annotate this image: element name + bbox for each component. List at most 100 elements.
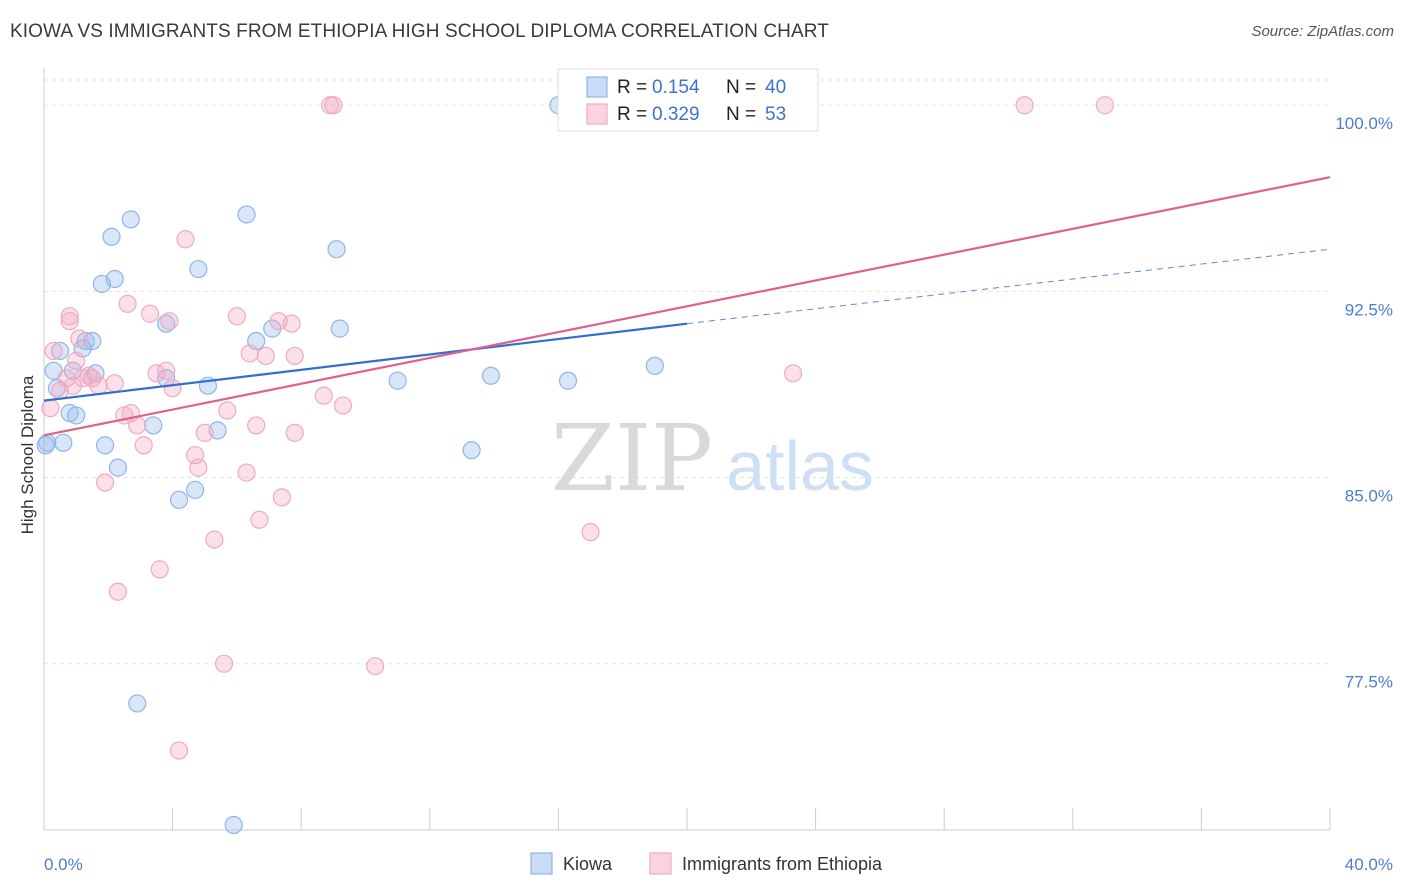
kiowa-point <box>102 227 121 246</box>
ethiopia-point <box>60 312 79 331</box>
y-tick-label: 77.5% <box>1345 673 1393 692</box>
ethiopia-point <box>195 423 214 442</box>
kiowa-point <box>67 406 86 425</box>
bottom-legend-kiowa: Kiowa <box>563 854 613 874</box>
ethiopia-point <box>1015 96 1034 115</box>
ethiopia-point <box>237 463 256 482</box>
bottom-legend-swatch-kiowa <box>530 852 553 875</box>
ethiopia-point <box>333 396 353 415</box>
kiowa-point <box>144 416 163 435</box>
y-tick-label: 92.5% <box>1345 300 1393 319</box>
ethiopia-point <box>79 366 99 385</box>
ethiopia-point <box>128 416 147 435</box>
axes <box>43 68 1331 831</box>
kiowa-point <box>121 210 140 229</box>
ethiopia-point <box>63 376 83 395</box>
ethiopia-point <box>118 294 137 313</box>
legend-r-kiowa: 0.154 <box>652 77 700 98</box>
ethiopia-point <box>282 314 301 333</box>
kiowa-point <box>263 319 282 338</box>
tick-labels: 77.5% 85.0% 92.5% 100.0% 0.0% 40.0% <box>44 114 1393 874</box>
ethiopia-point <box>285 346 304 366</box>
kiowa-point <box>189 259 208 279</box>
legend-r-label: R = <box>617 77 647 98</box>
ethiopia-point <box>227 307 246 326</box>
kiowa-point <box>481 366 500 385</box>
grid-lines <box>44 79 1330 665</box>
ethiopia-point <box>366 657 385 676</box>
ethiopia-point <box>105 374 124 393</box>
kiowa-point <box>186 480 205 500</box>
ethiopia-point <box>189 458 208 477</box>
legend-n-kiowa: 40 <box>765 77 786 98</box>
kiowa-point <box>54 433 73 452</box>
kiowa-point <box>237 205 256 224</box>
ethiopia-point <box>89 376 108 395</box>
legend-n-label: N = <box>726 77 756 98</box>
bottom-legend-ethiopia: Immigrants from Ethiopia <box>682 854 883 874</box>
kiowa-point <box>330 319 349 338</box>
ethiopia-point <box>41 398 60 418</box>
kiowa-point <box>128 694 147 713</box>
trend-lines <box>43 176 1331 437</box>
series-legend: Kiowa Immigrants from Ethiopia <box>530 852 883 875</box>
kiowa-point <box>388 371 407 390</box>
ethiopia-point <box>324 96 343 115</box>
kiowa-point <box>50 341 70 361</box>
kiowa-point <box>36 436 55 455</box>
correlation-legend: R = 0.154 N = 40 R = 0.329 N = 53 <box>557 68 819 132</box>
ethiopia-point <box>176 230 195 249</box>
kiowa-point <box>645 356 664 375</box>
ethiopia-point <box>95 473 115 492</box>
ethiopia-point <box>163 379 182 398</box>
ethiopia-point <box>157 361 176 380</box>
y-tick-label: 85.0% <box>1345 487 1393 506</box>
kiowa-point <box>108 458 128 477</box>
ethiopia-point <box>108 582 128 601</box>
ethiopia-point <box>134 436 153 455</box>
ethiopia-point <box>214 654 234 673</box>
legend-n-label: N = <box>726 104 756 125</box>
ethiopia-point <box>250 510 269 529</box>
ethiopia-point <box>272 488 292 507</box>
ethiopia-point <box>169 741 189 760</box>
ethiopia-point <box>67 351 86 370</box>
y-tick-label: 100.0% <box>1335 114 1393 133</box>
ethiopia-point <box>1095 96 1115 115</box>
kiowa-point <box>462 441 481 460</box>
ethiopia-point <box>581 523 600 542</box>
watermark-zip: ZIP <box>551 405 713 512</box>
ethiopia-point <box>314 386 333 405</box>
chart-title: KIOWA VS IMMIGRANTS FROM ETHIOPIA HIGH S… <box>10 21 829 42</box>
kiowa-point <box>169 490 189 509</box>
kiowa-point <box>105 269 124 289</box>
ethiopia-point <box>247 416 266 435</box>
ethiopia-trendline <box>43 176 1331 437</box>
kiowa-point <box>95 436 115 455</box>
source-label: Source: ZipAtlas.com <box>1251 23 1394 40</box>
ethiopia-point <box>83 369 102 388</box>
kiowa-trendline-extension <box>686 248 1331 325</box>
ethiopia-point <box>60 307 79 326</box>
x-tick-label: 40.0% <box>1345 855 1393 874</box>
data-points <box>36 96 1115 835</box>
legend-n-ethiopia: 53 <box>765 104 786 125</box>
ethiopia-point <box>160 312 179 331</box>
ethiopia-point <box>783 364 803 383</box>
legend-swatch-ethiopia <box>586 103 608 125</box>
bottom-legend-swatch-ethiopia <box>649 852 672 875</box>
ethiopia-point <box>70 329 89 348</box>
legend-swatch-kiowa <box>586 76 608 98</box>
watermark-atlas: atlas <box>726 427 874 505</box>
ethiopia-point <box>205 530 224 549</box>
legend-r-label: R = <box>617 104 647 125</box>
ethiopia-point <box>57 369 76 388</box>
kiowa-point <box>157 314 176 333</box>
legend-r-ethiopia: 0.329 <box>652 104 700 125</box>
ethiopia-point <box>44 341 63 361</box>
watermark: ZIP atlas <box>551 405 874 512</box>
ethiopia-point <box>150 560 169 579</box>
kiowa-point <box>558 371 578 390</box>
ethiopia-point <box>256 346 275 366</box>
